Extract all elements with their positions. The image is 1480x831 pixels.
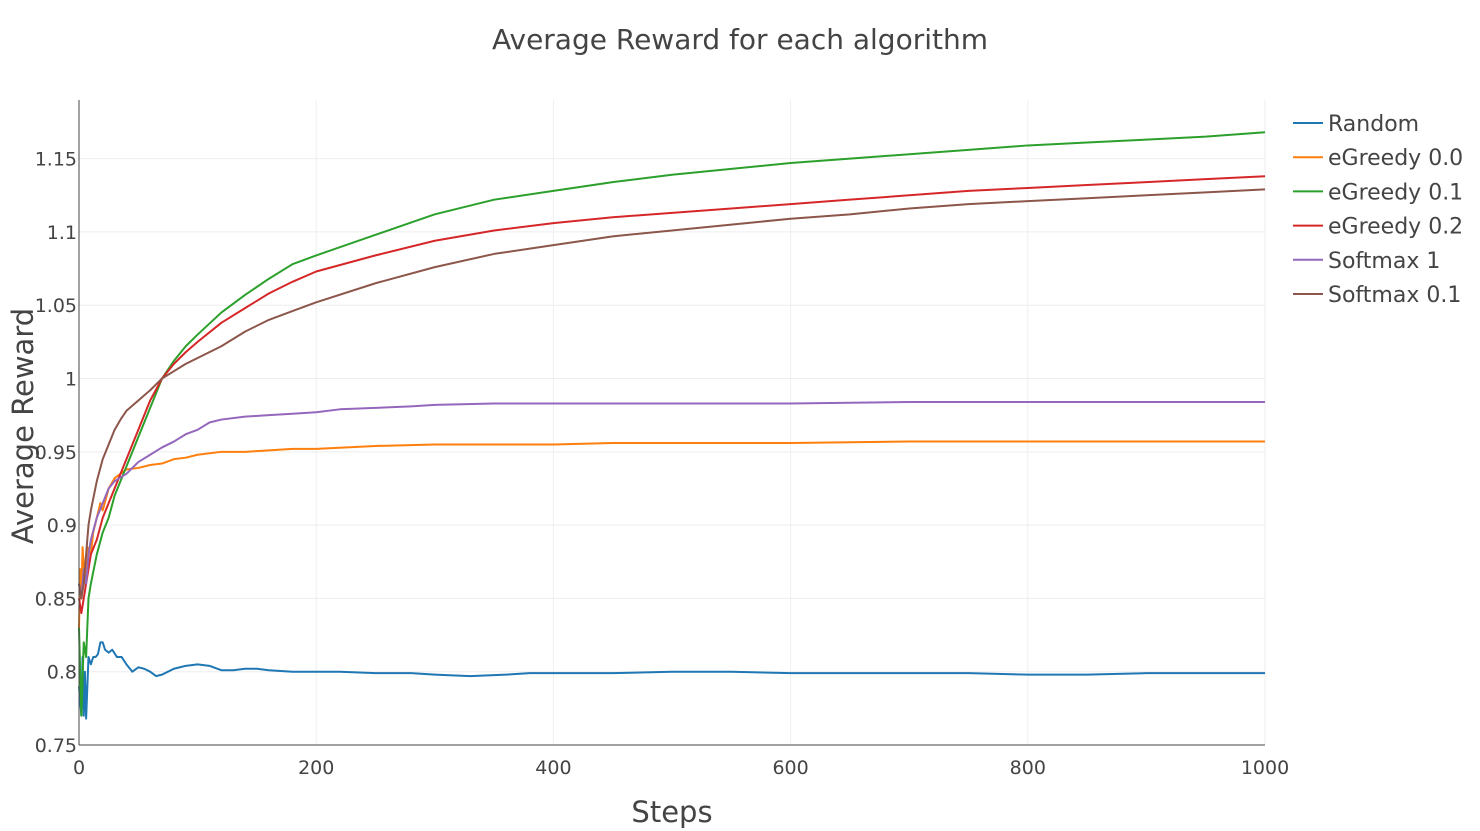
y-tick-label: 1.15: [35, 149, 77, 171]
series-line-softmax-1: [78, 400, 1265, 600]
y-tick-label: 0.8: [47, 662, 77, 684]
legend-label-egreedy-0-0: eGreedy 0.0: [1328, 146, 1463, 171]
y-tick-label: 0.85: [35, 588, 77, 610]
series-line-softmax-0-1: [78, 188, 1266, 600]
x-tick-label: 1000: [1241, 757, 1289, 779]
x-tick-label: 600: [772, 757, 808, 779]
legend-label-egreedy-0-1: eGreedy 0.1: [1328, 180, 1463, 205]
axes: [78, 100, 1265, 746]
series-lines: [78, 131, 1266, 720]
x-tick-label: 200: [298, 757, 334, 779]
series-line-egreedy-0-0: [78, 440, 1265, 628]
grid: [79, 100, 1266, 746]
y-tick-label: 1: [65, 369, 77, 391]
x-tick-label: 800: [1010, 757, 1046, 779]
y-tick-label: 0.95: [35, 442, 77, 464]
legend-label-egreedy-0-2: eGreedy 0.2: [1328, 215, 1463, 240]
y-tick-label: 0.9: [47, 515, 77, 537]
tick-labels: 0.75 0.8 0.85 0.9 0.95 1 1.05 1.1 1.15 0 200 400 600…: [35, 149, 1289, 779]
legend-label-softmax-1: Softmax 1: [1328, 249, 1440, 274]
y-tick-label: 0.75: [35, 735, 77, 757]
series-line-egreedy-0-1: [78, 131, 1266, 717]
x-tick-label: 0: [73, 757, 85, 779]
x-axis-title: Steps: [631, 795, 712, 829]
y-tick-label: 1.05: [35, 295, 77, 317]
x-tick-label: 400: [535, 757, 571, 779]
legend-label-softmax-0-1: Softmax 0.1: [1328, 283, 1461, 308]
series-line-egreedy-0-2: [78, 175, 1266, 615]
chart-title: Average Reward for each algorithm: [492, 23, 988, 56]
y-tick-label: 1.1: [47, 222, 77, 244]
y-axis-title: Average Reward: [6, 308, 40, 544]
legend-label-random: Random: [1328, 112, 1419, 137]
legend: Random eGreedy 0.0 eGreedy 0.1 eGreedy 0.2 S…: [1293, 112, 1463, 308]
series-line-random: [78, 641, 1265, 720]
